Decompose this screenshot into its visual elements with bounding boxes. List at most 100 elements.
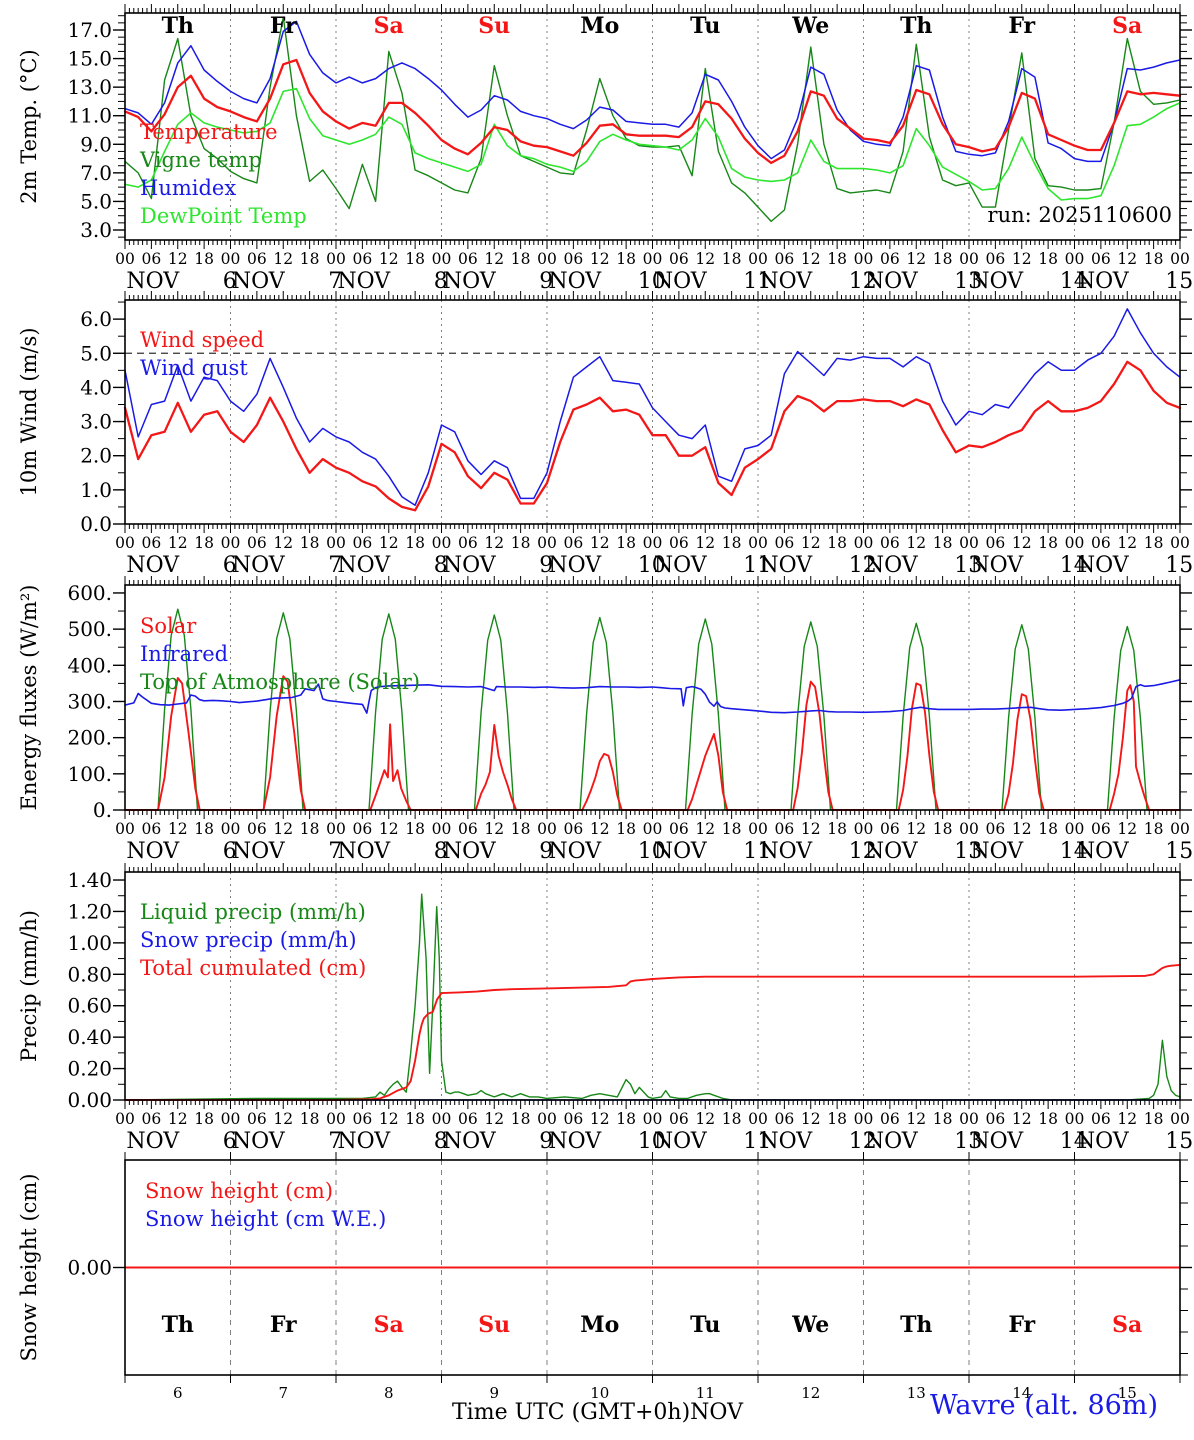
date-month-label: NOV (759, 269, 813, 294)
hour-tick-label: 18 (405, 534, 425, 552)
date-month-label: NOV (337, 839, 391, 864)
ytick-label: 17.0 (67, 18, 112, 42)
hour-tick-label: 06 (775, 1110, 795, 1128)
hour-tick-label: 12 (168, 1110, 188, 1128)
date-month-label: NOV (759, 839, 813, 864)
hour-tick-label: 12 (695, 1110, 715, 1128)
hour-tick-label: 06 (142, 534, 162, 552)
hour-tick-label: 00 (643, 534, 663, 552)
hour-tick-label: 00 (221, 1110, 241, 1128)
hour-tick-label: 00 (537, 250, 557, 268)
xaxis-title: Time UTC (GMT+0h)NOV (452, 1400, 743, 1425)
hour-tick-label: 00 (326, 534, 346, 552)
hour-tick-label: 06 (986, 1110, 1006, 1128)
hour-tick-label: 00 (1065, 534, 1085, 552)
hour-tick-label: 12 (168, 534, 188, 552)
hour-tick-label: 06 (775, 250, 795, 268)
legend-wind-gust: Wind gust (140, 356, 248, 380)
ytick-label: 6.0 (80, 307, 112, 331)
ytick-label: 1.00 (67, 931, 112, 955)
ytick-label: 0. (93, 798, 112, 822)
hour-tick-label: 00 (959, 1110, 979, 1128)
date-num-label: 10 (638, 1129, 666, 1154)
date-num-label: 15 (1165, 553, 1193, 578)
ytick-label: 300. (67, 689, 112, 713)
hour-tick-label: 18 (1038, 820, 1058, 838)
hour-tick-label: 00 (115, 250, 135, 268)
series-infrared (124, 678, 1181, 714)
hour-tick-label: 00 (326, 1110, 346, 1128)
ytick-label: 15.0 (67, 47, 112, 71)
date-month-label: NOV (232, 553, 286, 578)
y-axis-title: Snow height (cm) (17, 1173, 41, 1361)
legend-vigne-temp: Vigne temp (139, 148, 262, 172)
date-num-label: 12 (849, 839, 877, 864)
dow-label: Th (900, 13, 932, 39)
hour-tick-label: 00 (115, 534, 135, 552)
hour-tick-label: 12 (801, 250, 821, 268)
dow-label: Fr (270, 1312, 297, 1338)
hour-tick-label: 06 (247, 820, 267, 838)
ytick-label: 5.0 (80, 189, 112, 213)
date-month-label: NOV (970, 553, 1024, 578)
ytick-label: 5.0 (80, 341, 112, 365)
date-month-label: NOV (654, 1129, 708, 1154)
hour-tick-label: 00 (643, 820, 663, 838)
hour-tick-label: 18 (616, 1110, 636, 1128)
date-month-label: NOV (1076, 553, 1130, 578)
date-month-label: NOV (443, 269, 497, 294)
date-month-label: NOV (443, 839, 497, 864)
ytick-label: 0.0 (80, 512, 112, 536)
ytick-label: 0.60 (67, 994, 112, 1018)
date-num-label: 6 (223, 553, 237, 578)
hour-tick-label: 06 (669, 820, 689, 838)
date-num-label: 7 (328, 269, 342, 294)
hour-tick-label: 12 (801, 1110, 821, 1128)
date-num-label: 10 (638, 553, 666, 578)
hour-tick-label: 12 (168, 820, 188, 838)
date-num-label: 15 (1165, 839, 1193, 864)
hour-tick-label: 00 (221, 534, 241, 552)
date-month-label: NOV (443, 1129, 497, 1154)
hour-tick-label: 00 (748, 534, 768, 552)
hour-tick-label: 12 (273, 1110, 293, 1128)
hour-tick-label: 12 (1012, 1110, 1032, 1128)
dow-label: Mo (580, 1312, 619, 1338)
hour-tick-label: 00 (221, 820, 241, 838)
hour-tick-label: 06 (986, 250, 1006, 268)
hour-tick-label: 06 (880, 534, 900, 552)
date-num-label: 9 (539, 1129, 553, 1154)
day-num-label: 14 (1012, 1384, 1031, 1402)
date-num-label: 11 (743, 839, 771, 864)
date-month-label: NOV (865, 553, 919, 578)
ytick-label: 7.0 (80, 161, 112, 185)
date-num-label: 15 (1165, 269, 1193, 294)
hour-tick-label: 00 (959, 820, 979, 838)
date-month-label: NOV (548, 553, 602, 578)
dow-label: Sa (374, 1312, 404, 1338)
hour-tick-label: 18 (300, 250, 320, 268)
hour-tick-label: 06 (775, 534, 795, 552)
dow-label: Su (478, 13, 510, 39)
hour-tick-label: 12 (906, 250, 926, 268)
date-month-label: NOV (970, 269, 1024, 294)
date-month-label: NOV (759, 553, 813, 578)
date-month-label: NOV (126, 1129, 180, 1154)
hour-tick-label: 00 (854, 534, 874, 552)
hour-tick-label: 00 (643, 250, 663, 268)
hour-tick-label: 18 (511, 1110, 531, 1128)
day-num-label: 13 (907, 1384, 926, 1402)
date-month-label: NOV (232, 839, 286, 864)
hour-tick-label: 18 (194, 250, 214, 268)
hour-tick-label: 06 (880, 820, 900, 838)
date-month-label: NOV (126, 553, 180, 578)
ytick-label: 600. (67, 581, 112, 605)
hour-tick-label: 06 (1091, 820, 1111, 838)
hour-tick-label: 18 (933, 250, 953, 268)
y-axis-title: Precip (mm/h) (17, 910, 41, 1062)
hour-tick-label: 00 (1170, 1110, 1190, 1128)
hour-tick-label: 18 (933, 534, 953, 552)
hour-tick-label: 18 (616, 534, 636, 552)
